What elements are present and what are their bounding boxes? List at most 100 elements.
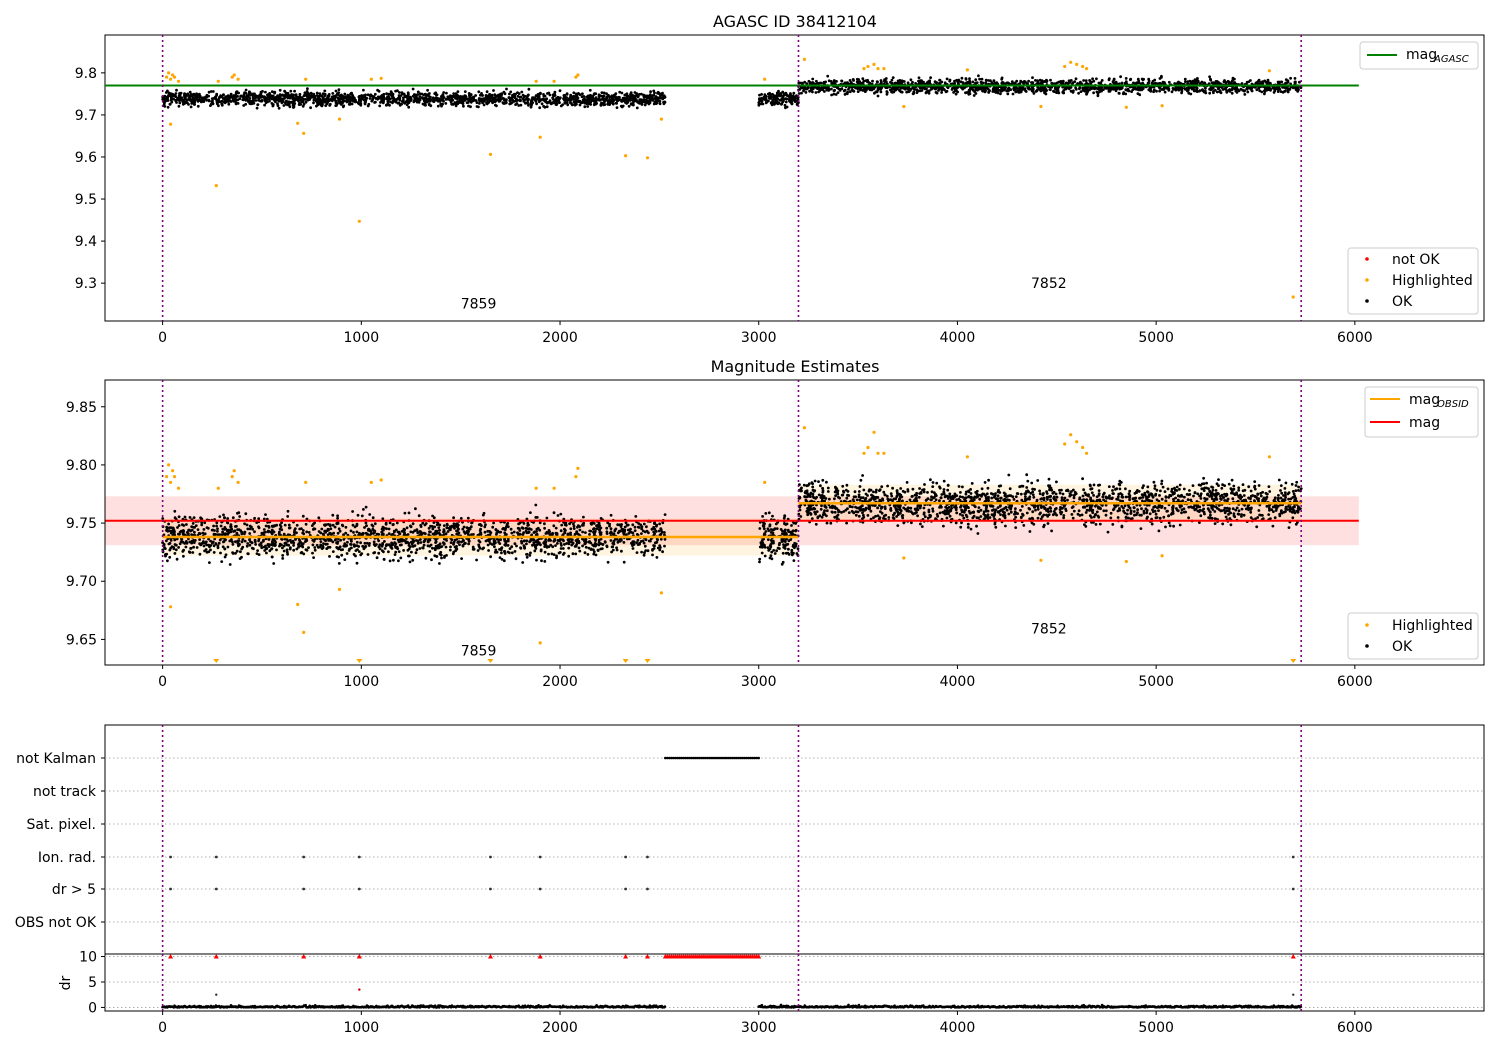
ok-point xyxy=(205,93,209,97)
ok-point xyxy=(642,522,646,526)
ok-point xyxy=(1100,89,1103,93)
ok-point xyxy=(1049,78,1052,82)
ok-point xyxy=(811,81,815,84)
ok-point xyxy=(856,90,860,93)
ok-point xyxy=(1245,87,1249,90)
ok-point xyxy=(582,95,586,98)
ok-point xyxy=(1064,86,1067,89)
ok-point xyxy=(579,101,583,105)
ok-point xyxy=(1021,80,1024,84)
ok-point xyxy=(534,503,538,507)
ok-point xyxy=(760,100,764,103)
ok-point xyxy=(654,100,657,104)
ok-point xyxy=(961,81,965,85)
ok-point xyxy=(1026,86,1030,90)
ok-point xyxy=(449,541,453,544)
highlighted-point xyxy=(488,152,493,156)
ok-point xyxy=(777,101,780,105)
ok-point xyxy=(220,100,224,103)
ok-point xyxy=(589,548,593,551)
ok-point xyxy=(605,530,609,534)
ok-point xyxy=(626,537,629,541)
ok-point xyxy=(324,104,328,107)
ok-point xyxy=(586,96,590,100)
ok-point xyxy=(906,81,910,85)
ok-point xyxy=(1296,90,1300,93)
ok-point xyxy=(627,104,631,108)
ok-point xyxy=(451,103,455,106)
ok-point xyxy=(894,88,898,91)
ok-point xyxy=(502,90,506,94)
ok-point xyxy=(327,93,331,96)
ok-point xyxy=(1279,90,1283,93)
ok-point xyxy=(1173,82,1177,85)
ok-point xyxy=(472,98,475,101)
ok-point xyxy=(382,557,386,561)
ok-point xyxy=(616,99,619,103)
ok-point xyxy=(383,547,387,550)
ok-point xyxy=(528,554,532,557)
ok-point xyxy=(565,92,569,96)
ok-point xyxy=(1195,82,1199,85)
ok-point xyxy=(935,91,939,95)
ok-point xyxy=(182,554,185,558)
ok-point xyxy=(567,554,571,558)
ok-point xyxy=(304,522,308,526)
ok-point xyxy=(1278,80,1282,84)
ok-point xyxy=(495,531,499,535)
ok-point xyxy=(277,106,281,110)
ok-point xyxy=(1211,87,1215,90)
ok-point xyxy=(800,91,803,95)
ok-point xyxy=(301,529,305,532)
ok-point xyxy=(914,82,917,85)
ok-point xyxy=(415,548,419,552)
ok-point xyxy=(590,98,594,102)
ok-point xyxy=(560,523,564,527)
ok-point xyxy=(356,548,359,551)
ok-point xyxy=(562,98,566,102)
ok-point xyxy=(658,99,662,103)
ok-point xyxy=(231,516,235,520)
ok-point xyxy=(524,526,528,530)
ok-point xyxy=(1085,88,1089,92)
ok-point xyxy=(585,98,588,102)
ok-point xyxy=(781,99,785,102)
ok-point xyxy=(836,91,840,94)
ok-point xyxy=(278,544,281,548)
ok-point xyxy=(519,546,523,550)
ok-point xyxy=(1019,90,1023,94)
ok-point xyxy=(1032,92,1036,95)
ok-point xyxy=(875,90,879,94)
ok-point xyxy=(400,100,404,103)
ok-point xyxy=(989,79,992,82)
ok-point xyxy=(284,91,288,95)
ok-point xyxy=(1294,80,1297,84)
ok-point xyxy=(515,544,518,548)
ok-point xyxy=(602,103,606,107)
ok-point xyxy=(779,98,783,102)
highlighted-point xyxy=(902,104,906,109)
ok-point xyxy=(201,531,205,535)
ok-point xyxy=(259,90,263,94)
ok-point xyxy=(183,101,187,105)
ok-point xyxy=(911,86,914,90)
ok-point xyxy=(1000,77,1004,81)
ok-point xyxy=(433,525,436,529)
ok-point xyxy=(554,544,557,547)
legend-label: OK xyxy=(1392,294,1413,310)
ok-point xyxy=(305,530,309,534)
y-tick-label: 9.8 xyxy=(75,66,97,82)
ok-point xyxy=(391,96,395,100)
ok-point xyxy=(271,96,275,100)
ok-point xyxy=(292,97,295,100)
ok-point xyxy=(656,538,659,542)
ok-point xyxy=(427,526,431,530)
ok-point xyxy=(894,81,898,85)
ok-point xyxy=(1249,79,1252,82)
ok-point xyxy=(493,93,497,97)
ok-point xyxy=(436,104,440,108)
ok-point xyxy=(435,93,439,97)
ok-point xyxy=(960,76,964,80)
ok-point xyxy=(245,523,249,527)
ok-point xyxy=(1074,86,1077,90)
